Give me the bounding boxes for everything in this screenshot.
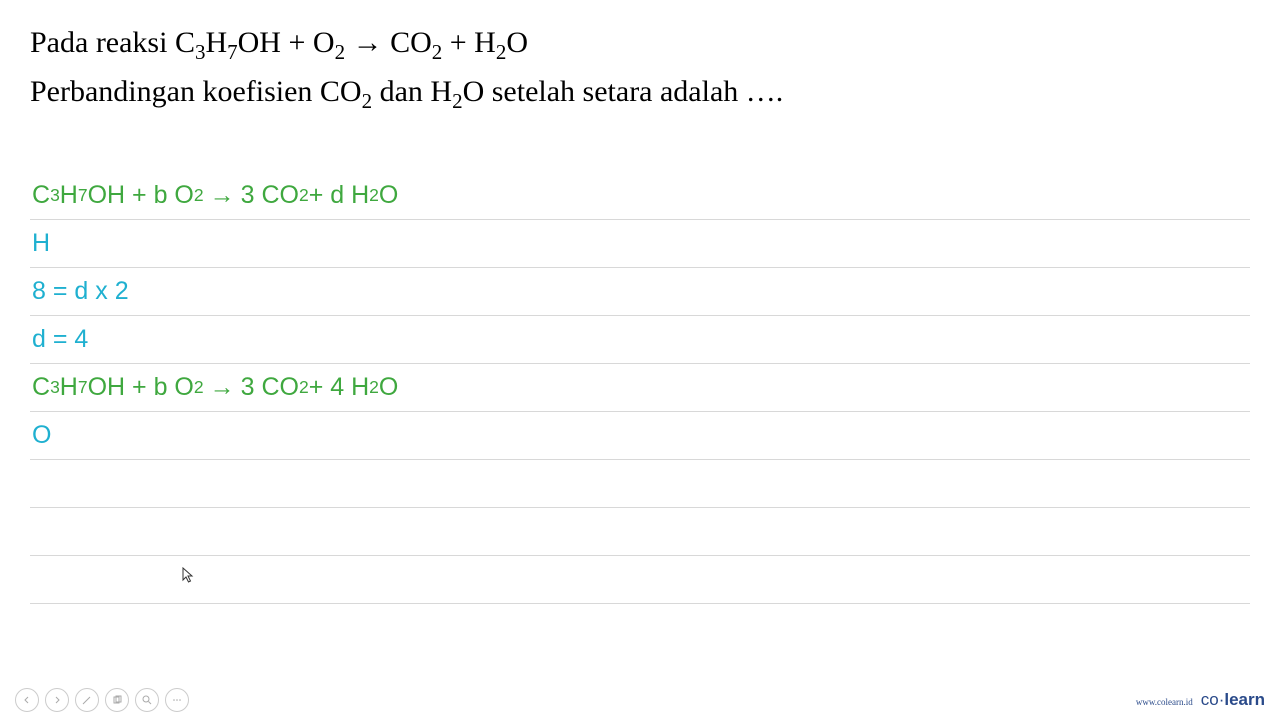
bottom-left-controls xyxy=(15,688,189,712)
work-row-1: C3H7OH + b O2 → 3 CO2 + d H2O xyxy=(30,172,1250,220)
q1-sub: 2 xyxy=(335,40,346,64)
arrow-icon: → xyxy=(210,373,235,402)
eq-sub: 3 xyxy=(50,185,60,206)
eq-text: 3 CO xyxy=(241,373,299,402)
eq-text: + 4 H xyxy=(309,373,369,402)
arrow-icon: → xyxy=(210,181,235,210)
work-row-2: H xyxy=(30,220,1250,268)
eq-sub: 2 xyxy=(299,377,309,398)
work-row-empty xyxy=(30,508,1250,556)
eq-text: OH + b O xyxy=(88,181,194,210)
work-row-5: C3H7OH + b O2 → 3 CO2 + 4 H2O xyxy=(30,364,1250,412)
eq-text: C xyxy=(32,181,50,210)
q1-sub: 3 xyxy=(195,40,206,64)
work-text: 8 = d x 2 xyxy=(32,277,129,306)
work-row-4: d = 4 xyxy=(30,316,1250,364)
work-row-3: 8 = d x 2 xyxy=(30,268,1250,316)
pen-button[interactable] xyxy=(75,688,99,712)
question-line-2: Perbandingan koefisien CO2 dan H2O setel… xyxy=(30,69,1250,118)
eq-sub: 2 xyxy=(194,377,204,398)
footer-url: www.colearn.id xyxy=(1136,697,1193,707)
q2-sub: 2 xyxy=(362,89,373,113)
q1-text: OH + O xyxy=(238,26,335,59)
eq-sub: 2 xyxy=(194,185,204,206)
q1-text: + H xyxy=(442,26,496,59)
eq-sub: 2 xyxy=(369,185,379,206)
q2-text: dan H xyxy=(372,75,452,108)
eq-text: H xyxy=(60,373,78,402)
q1-text: → CO xyxy=(345,26,432,59)
next-button[interactable] xyxy=(45,688,69,712)
question-area: Pada reaksi C3H7OH + O2 → CO2 + H2O Perb… xyxy=(0,0,1280,127)
q2-text: Perbandingan koefisien CO xyxy=(30,75,362,108)
eq-sub: 7 xyxy=(78,377,88,398)
work-text: d = 4 xyxy=(32,325,88,354)
eq-sub: 3 xyxy=(50,377,60,398)
q1-sub: 2 xyxy=(496,40,507,64)
eq-text: + d H xyxy=(309,181,369,210)
logo-pre: co· xyxy=(1201,690,1225,709)
eq-text: O xyxy=(379,373,398,402)
q1-sub: 7 xyxy=(227,40,238,64)
eq-text: H xyxy=(60,181,78,210)
bottom-right-branding: www.colearn.id co·learn xyxy=(1136,690,1265,710)
q1-sub: 2 xyxy=(432,40,443,64)
q2-text: O setelah setara adalah …. xyxy=(463,75,784,108)
bottom-bar: www.colearn.id co·learn xyxy=(0,680,1280,720)
eq-sub: 2 xyxy=(369,377,379,398)
eq-sub: 7 xyxy=(78,185,88,206)
logo-post: learn xyxy=(1224,690,1265,709)
q1-text: O xyxy=(506,26,528,59)
work-row-empty xyxy=(30,556,1250,604)
q1-text: Pada reaksi C xyxy=(30,26,195,59)
q1-text: H xyxy=(205,26,227,59)
work-area: C3H7OH + b O2 → 3 CO2 + d H2O H 8 = d x … xyxy=(0,172,1280,604)
work-text: O xyxy=(32,421,51,450)
question-line-1: Pada reaksi C3H7OH + O2 → CO2 + H2O xyxy=(30,20,1250,69)
eq-text: O xyxy=(379,181,398,210)
eq-sub: 2 xyxy=(299,185,309,206)
footer-logo: co·learn xyxy=(1201,690,1265,710)
eq-text: OH + b O xyxy=(88,373,194,402)
copy-button[interactable] xyxy=(105,688,129,712)
work-text: H xyxy=(32,229,50,258)
eq-text: C xyxy=(32,373,50,402)
work-row-empty xyxy=(30,460,1250,508)
more-button[interactable] xyxy=(165,688,189,712)
q2-sub: 2 xyxy=(452,89,463,113)
work-row-6: O xyxy=(30,412,1250,460)
prev-button[interactable] xyxy=(15,688,39,712)
zoom-button[interactable] xyxy=(135,688,159,712)
eq-text: 3 CO xyxy=(241,181,299,210)
